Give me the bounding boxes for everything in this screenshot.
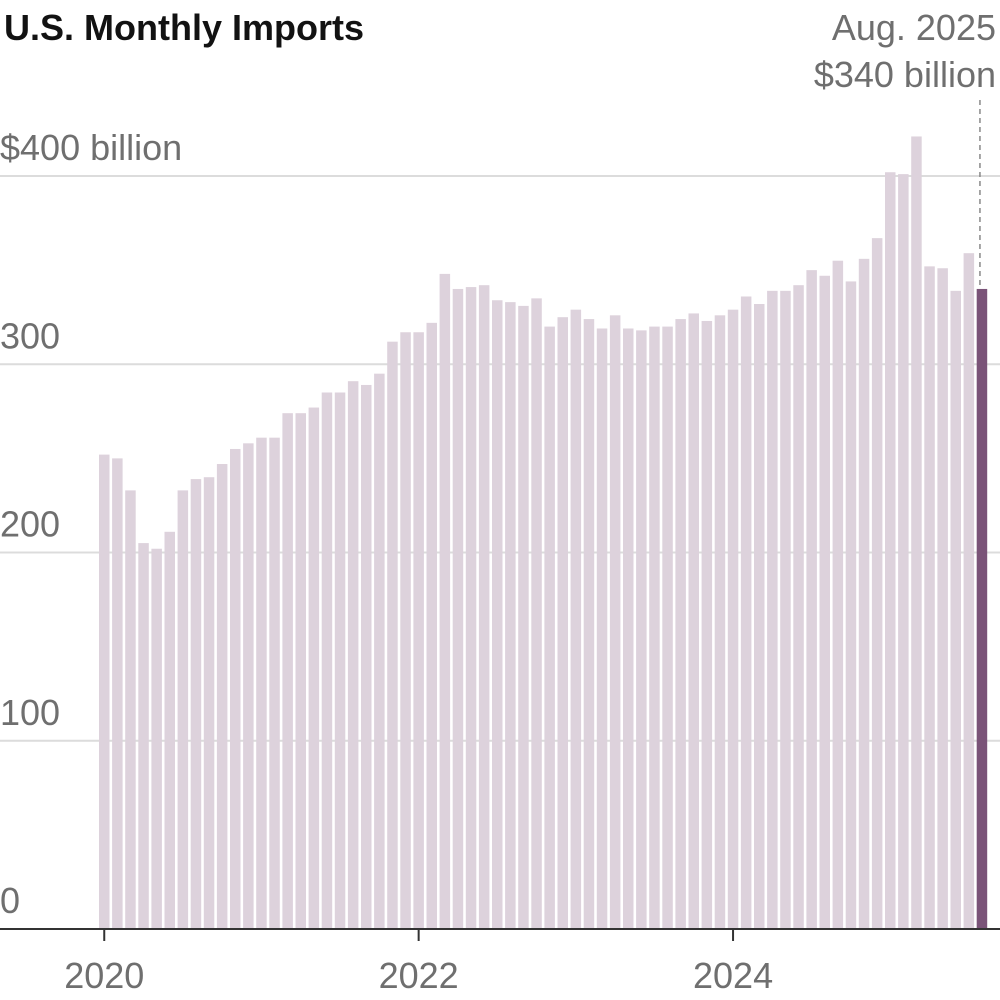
bar: [885, 172, 896, 930]
bar: [609, 315, 621, 929]
bar: [740, 296, 752, 930]
bar: [976, 288, 988, 929]
bar: [636, 330, 647, 929]
bar: [243, 443, 254, 929]
y-tick-label: 200: [0, 504, 60, 545]
bar: [701, 320, 713, 929]
bar: [845, 281, 857, 929]
x-tick-label: 2024: [693, 955, 773, 996]
bar: [544, 326, 555, 930]
bar: [190, 479, 202, 929]
bar: [583, 319, 595, 929]
y-axis-labels: 0 100 200 300 $400 billion: [0, 127, 182, 921]
bar: [374, 373, 385, 930]
bar: [308, 407, 320, 929]
latest-value-annotation: Aug. 2025 $340 billion: [814, 7, 996, 285]
y-tick-label: $400 billion: [0, 127, 182, 168]
bar: [858, 258, 870, 930]
bar: [871, 238, 883, 929]
bar: [465, 287, 477, 929]
bar: [924, 266, 935, 929]
x-tick-label: 2020: [64, 955, 144, 996]
annotation-date: Aug. 2025: [832, 7, 996, 48]
bar: [125, 490, 136, 929]
bar: [413, 332, 424, 929]
bar: [557, 317, 568, 929]
bar: [334, 392, 346, 929]
bar: [911, 136, 922, 929]
bar: [963, 253, 975, 929]
bar: [177, 490, 189, 929]
bar: [230, 448, 241, 929]
bar: [282, 413, 293, 929]
bar: [596, 328, 608, 929]
bar: [937, 268, 948, 929]
bar: [164, 531, 175, 929]
bar: [649, 326, 660, 930]
y-tick-label: 300: [0, 315, 60, 356]
bar: [688, 313, 699, 929]
bar: [347, 381, 359, 929]
bar: [99, 454, 110, 929]
bar: [623, 328, 634, 929]
bar: [478, 285, 490, 929]
bar: [361, 384, 372, 929]
bar: [662, 326, 673, 930]
bar: [806, 270, 817, 929]
y-tick-label: 0: [0, 880, 20, 921]
bar: [780, 290, 791, 929]
bar: [518, 305, 529, 930]
x-tick-label: 2022: [379, 955, 459, 996]
bar: [714, 315, 726, 929]
bar: [675, 319, 686, 929]
bar: [767, 290, 778, 929]
bars: [99, 136, 988, 930]
bar: [439, 273, 451, 929]
bar: [269, 437, 280, 929]
bar: [387, 341, 398, 929]
bar: [216, 464, 228, 929]
annotation-value: $340 billion: [814, 54, 996, 95]
bar: [793, 285, 804, 929]
bar: [505, 302, 516, 929]
y-tick-label: 100: [0, 692, 60, 733]
bar: [898, 174, 909, 929]
bar: [819, 275, 830, 930]
bar: [400, 332, 411, 929]
bar: [203, 477, 215, 929]
bar: [295, 413, 306, 929]
bar: [531, 298, 542, 929]
bar: [492, 300, 503, 929]
bar: [950, 290, 961, 929]
bar: [321, 392, 333, 929]
bar: [151, 548, 162, 929]
bar: [426, 322, 437, 930]
bar: [727, 309, 739, 930]
x-axis: 2020 2022 2024: [64, 929, 773, 996]
bar: [570, 309, 582, 930]
bar: [832, 260, 844, 929]
bar: [256, 437, 267, 929]
bar: [452, 288, 464, 929]
bar: [112, 458, 123, 929]
chart-title: U.S. Monthly Imports: [4, 7, 364, 48]
bar: [138, 543, 149, 929]
bar: [754, 304, 765, 929]
